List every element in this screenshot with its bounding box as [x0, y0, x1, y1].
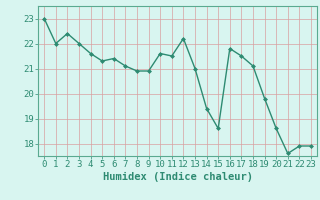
- X-axis label: Humidex (Indice chaleur): Humidex (Indice chaleur): [103, 172, 252, 182]
